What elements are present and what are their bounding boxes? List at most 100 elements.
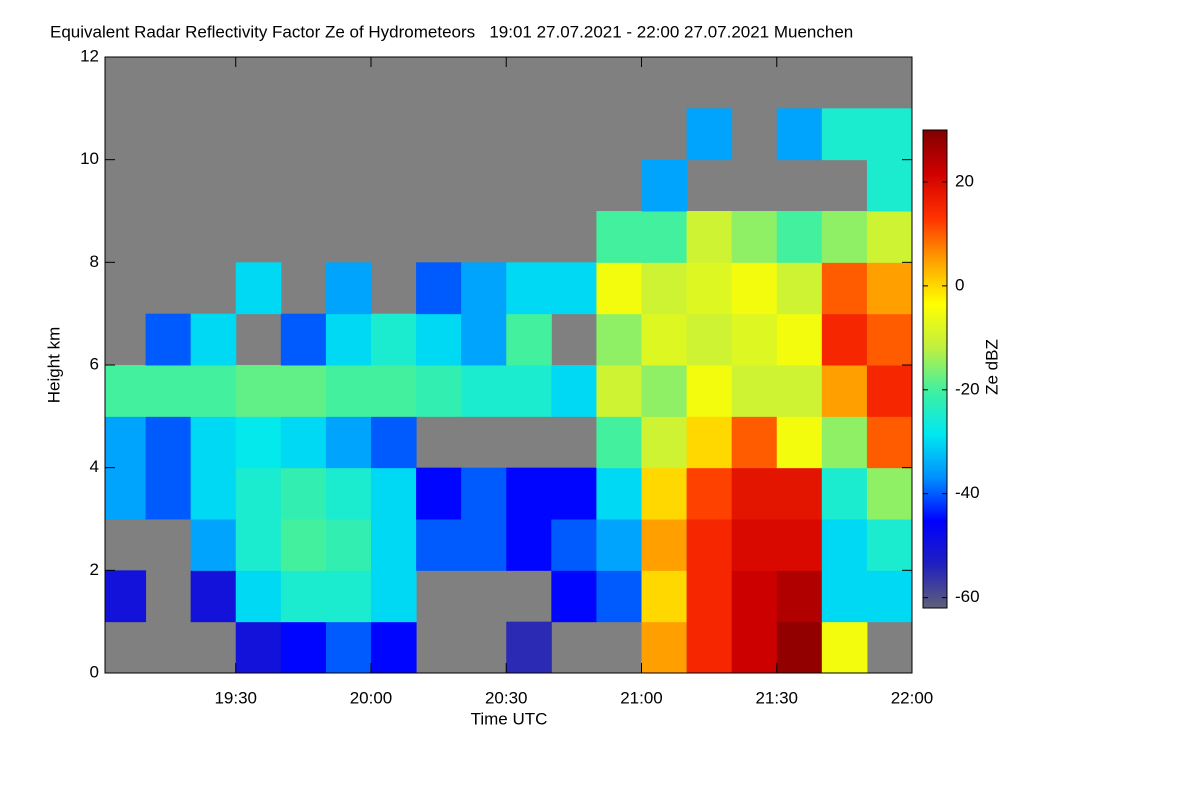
heatmap-cell: [596, 416, 642, 469]
y-axis-label: Height km: [44, 327, 63, 404]
heatmap-cell: [145, 313, 192, 366]
heatmap-cell: [416, 467, 462, 520]
heatmap-cell: [461, 262, 507, 315]
heatmap-cell: [105, 467, 147, 520]
y-tick-label: 10: [80, 149, 99, 168]
heatmap-cell: [596, 313, 642, 366]
heatmap-cell: [416, 519, 462, 571]
y-tick-label: 2: [90, 560, 99, 579]
heatmap-cell: [866, 313, 912, 366]
heatmap-cell: [731, 621, 778, 673]
heatmap-cell: [235, 519, 282, 571]
x-tick-label: 20:30: [485, 688, 528, 707]
heatmap-cell: [551, 262, 597, 315]
heatmap-cell: [731, 416, 778, 469]
heatmap-cell: [461, 365, 507, 417]
y-tick-label: 6: [90, 354, 99, 373]
heatmap-cell: [776, 262, 823, 315]
heatmap-cell: [866, 108, 912, 161]
heatmap-cell: [866, 262, 912, 315]
heatmap-cell: [461, 519, 507, 571]
heatmap-cell: [731, 365, 778, 417]
heatmap-cell: [551, 467, 597, 520]
colorbar-tick-label: 20: [955, 171, 974, 190]
heatmap-cell: [731, 570, 778, 623]
heatmap-cell: [190, 467, 237, 520]
heatmap-cell: [776, 570, 823, 623]
x-tick-label: 22:00: [891, 688, 934, 707]
heatmap-cell: [821, 467, 868, 520]
heatmap-cell: [551, 365, 597, 417]
heatmap-cell: [416, 313, 462, 366]
heatmap-cell: [686, 365, 733, 417]
heatmap-cell: [325, 467, 372, 520]
heatmap-cell: [641, 416, 688, 469]
heatmap-cell: [416, 262, 462, 315]
heatmap-cell: [506, 467, 552, 520]
heatmap-cell: [821, 262, 868, 315]
heatmap-cell: [235, 416, 282, 469]
heatmap-cell: [596, 211, 642, 263]
heatmap-cell: [145, 416, 192, 469]
colorbar: [922, 129, 948, 609]
heatmap-cell: [821, 621, 868, 673]
heatmap-cell: [596, 519, 642, 571]
heatmap-cell: [506, 365, 552, 417]
heatmap-cell: [641, 159, 688, 212]
heatmap-cell: [776, 365, 823, 417]
heatmap-cell: [190, 519, 237, 571]
heatmap-cell: [686, 467, 733, 520]
heatmap-cell: [506, 519, 552, 571]
heatmap-cell: [821, 108, 868, 161]
heatmap-cell: [370, 365, 417, 417]
x-tick-label: 19:30: [214, 688, 257, 707]
heatmap-cell: [596, 467, 642, 520]
heatmap-cell: [821, 416, 868, 469]
heatmap-cell: [776, 467, 823, 520]
heatmap-cell: [641, 262, 688, 315]
x-tick-label: 21:30: [755, 688, 798, 707]
heatmap-cell: [686, 519, 733, 571]
heatmap-cell: [145, 467, 192, 520]
heatmap-cell: [776, 211, 823, 263]
heatmap-cell: [325, 262, 372, 315]
heatmap-cell: [641, 621, 688, 673]
heatmap-cell: [686, 313, 733, 366]
heatmap-cell: [325, 570, 372, 623]
heatmap-cell: [325, 313, 372, 366]
heatmap-cell: [235, 621, 282, 673]
heatmap-cell: [461, 313, 507, 366]
y-tick-label: 4: [90, 457, 99, 476]
heatmap-cell: [190, 365, 237, 417]
x-tick-label: 21:00: [620, 688, 663, 707]
colorbar-tick-label: -40: [955, 483, 980, 502]
heatmap-cell: [866, 570, 912, 623]
y-tick-label: 12: [80, 46, 99, 65]
heatmap-cell: [641, 365, 688, 417]
y-tick-label: 8: [90, 252, 99, 271]
heatmap-cell: [821, 211, 868, 263]
heatmap-cell: [596, 262, 642, 315]
heatmap-cell: [686, 262, 733, 315]
chart-title: Equivalent Radar Reflectivity Factor Ze …: [50, 22, 853, 41]
heatmap-cell: [866, 211, 912, 263]
heatmap-cell: [731, 519, 778, 571]
heatmap-cell: [686, 416, 733, 469]
heatmap-cell: [731, 313, 778, 366]
heatmap-cell: [641, 211, 688, 263]
heatmap-cell: [280, 570, 327, 623]
heatmap-cell: [235, 262, 282, 315]
colorbar-tick-label: 0: [955, 275, 964, 294]
heatmap-cell: [370, 313, 417, 366]
heatmap-cell: [641, 467, 688, 520]
heatmap-cell: [596, 570, 642, 623]
heatmap-cell: [776, 313, 823, 366]
heatmap-cell: [280, 621, 327, 673]
y-tick-label: 0: [90, 662, 99, 681]
heatmap-cell: [776, 108, 823, 161]
heatmap-cell: [105, 365, 147, 417]
heatmap-cell: [370, 570, 417, 623]
heatmap-cell: [416, 365, 462, 417]
heatmap-cell: [190, 570, 237, 623]
